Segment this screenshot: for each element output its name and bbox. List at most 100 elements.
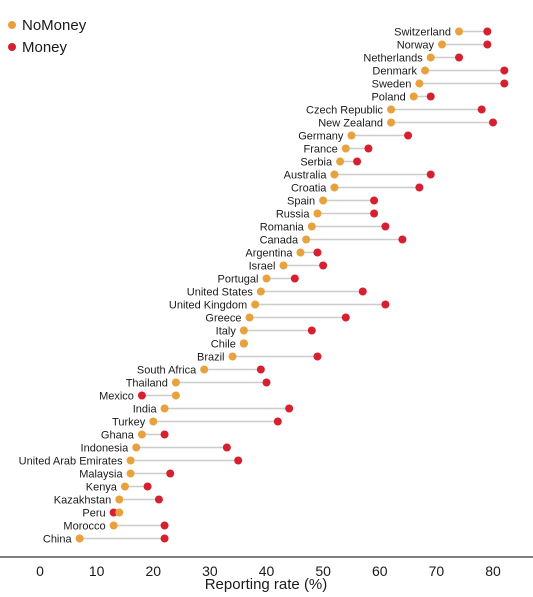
money-point-portugal [290, 274, 299, 283]
x-tick-label-20: 20 [145, 563, 161, 579]
country-label-italy: Italy [216, 326, 237, 338]
country-label-israel: Israel [249, 261, 276, 273]
x-tick-label-50: 50 [315, 563, 331, 579]
money-point-indonesia [222, 443, 231, 452]
legend-item-money: Money [8, 36, 86, 58]
money-point-serbia [353, 157, 362, 166]
money-point-thailand [262, 378, 271, 387]
country-label-romania: Romania [260, 222, 305, 234]
money-point-czech-republic [477, 105, 486, 114]
money-point-kazakhstan [154, 495, 163, 504]
nomoney-point-south-africa [200, 365, 209, 374]
country-label-thailand: Thailand [126, 378, 168, 390]
nomoney-point-germany [347, 131, 356, 140]
nomoney-point-greece [245, 313, 254, 322]
country-label-china: China [43, 534, 73, 546]
country-label-united-arab-emirates: United Arab Emirates [19, 456, 123, 468]
x-tick-label-40: 40 [259, 563, 275, 579]
money-point-brazil [313, 352, 322, 361]
country-label-argentina: Argentina [245, 248, 293, 260]
country-label-denmark: Denmark [372, 66, 417, 78]
nomoney-point-china [75, 534, 84, 543]
money-point-ghana [160, 430, 169, 439]
money-point-argentina [313, 248, 322, 257]
country-label-france: France [304, 144, 338, 156]
x-tick-label-60: 60 [372, 563, 388, 579]
legend-label-money: Money [22, 38, 68, 56]
nomoney-point-new-zealand [387, 118, 396, 127]
nomoney-point-malaysia [126, 469, 135, 478]
country-label-serbia: Serbia [300, 157, 333, 169]
data-points [75, 27, 509, 543]
connector-lines [79, 30, 505, 540]
country-label-russia: Russia [276, 209, 311, 221]
legend-label-nomoney: NoMoney [22, 16, 87, 34]
country-label-germany: Germany [298, 131, 344, 143]
nomoney-point-peru [115, 508, 124, 517]
nomoney-point-brazil [228, 352, 237, 361]
country-label-portugal: Portugal [218, 274, 259, 286]
nomoney-point-romania [307, 222, 316, 231]
country-label-greece: Greece [205, 313, 241, 325]
nomoney-point-ghana [137, 430, 146, 439]
nomoney-point-czech-republic [387, 105, 396, 114]
money-point-kenya [143, 482, 152, 491]
x-tick-label-0: 0 [36, 563, 44, 579]
country-label-sweden: Sweden [372, 79, 412, 91]
nomoney-point-mexico [171, 391, 180, 400]
legend: NoMoney Money [8, 14, 86, 58]
money-point-peru [109, 508, 118, 517]
nomoney-point-netherlands [426, 53, 435, 62]
nomoney-point-denmark [421, 66, 430, 75]
nomoney-point-spain [319, 196, 328, 205]
money-point-united-kingdom [381, 300, 390, 309]
country-label-chile: Chile [211, 339, 236, 351]
nomoney-point-thailand [171, 378, 180, 387]
money-point-france [364, 144, 373, 153]
legend-swatch-nomoney [8, 21, 16, 29]
money-point-romania [381, 222, 390, 231]
money-point-united-arab-emirates [234, 456, 243, 465]
money-point-israel [319, 261, 328, 270]
nomoney-point-croatia [330, 183, 339, 192]
money-point-india [285, 404, 294, 413]
money-point-denmark [500, 66, 509, 75]
x-tick-label-30: 30 [202, 563, 218, 579]
country-label-czech-republic: Czech Republic [306, 105, 384, 117]
nomoney-point-chile [239, 339, 248, 348]
nomoney-point-morocco [109, 521, 118, 530]
country-label-brazil: Brazil [197, 352, 225, 364]
money-point-netherlands [455, 53, 464, 62]
x-axis-ticks: 0 10 20 30 40 50 60 70 80 [36, 563, 501, 579]
nomoney-point-kenya [120, 482, 129, 491]
nomoney-point-france [341, 144, 350, 153]
money-point-morocco [160, 521, 169, 530]
nomoney-point-russia [313, 209, 322, 218]
country-label-mexico: Mexico [99, 391, 134, 403]
nomoney-point-poland [409, 92, 418, 101]
nomoney-point-kazakhstan [115, 495, 124, 504]
nomoney-point-canada [302, 235, 311, 244]
country-label-malaysia: Malaysia [79, 469, 123, 481]
x-tick-label-80: 80 [485, 563, 501, 579]
money-point-sweden [500, 79, 509, 88]
country-label-new-zealand: New Zealand [318, 118, 383, 130]
country-label-united-states: United States [187, 287, 254, 299]
x-tick-label-70: 70 [429, 563, 445, 579]
country-label-peru: Peru [82, 508, 105, 520]
money-point-canada [398, 235, 407, 244]
x-tick-label-10: 10 [89, 563, 105, 579]
country-label-ghana: Ghana [101, 430, 135, 442]
money-point-germany [404, 131, 413, 140]
nomoney-point-italy [239, 326, 248, 335]
country-label-norway: Norway [397, 40, 435, 52]
country-label-kazakhstan: Kazakhstan [54, 495, 111, 507]
nomoney-point-united-kingdom [251, 300, 260, 309]
money-point-greece [341, 313, 350, 322]
country-label-croatia: Croatia [291, 183, 327, 195]
nomoney-point-norway [438, 40, 447, 49]
country-labels: SwitzerlandNorwayNetherlandsDenmarkSwede… [19, 27, 451, 546]
nomoney-point-serbia [336, 157, 345, 166]
nomoney-point-indonesia [132, 443, 141, 452]
